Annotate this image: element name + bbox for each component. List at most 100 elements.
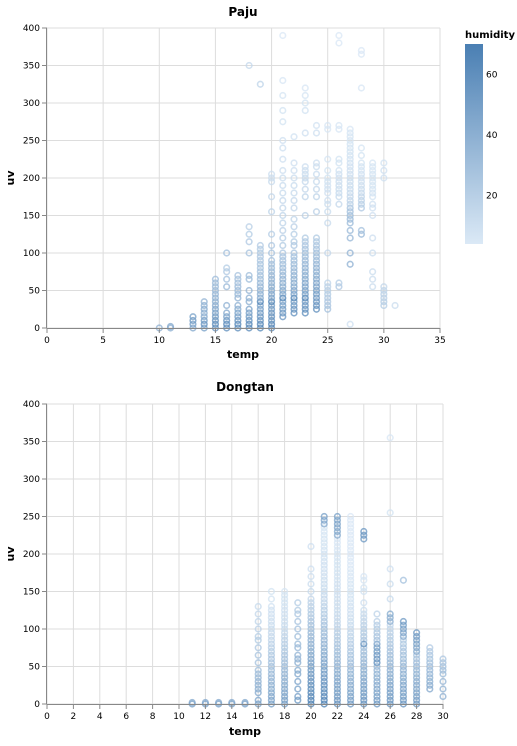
data-point — [320, 621, 328, 629]
data-point — [369, 268, 377, 276]
data-point — [312, 264, 321, 272]
data-point — [357, 170, 366, 178]
data-point — [357, 181, 366, 190]
data-point — [333, 644, 342, 652]
data-point — [324, 174, 332, 182]
data-point — [333, 595, 342, 603]
data-point — [307, 681, 315, 689]
data-point — [281, 599, 289, 607]
data-point — [281, 591, 289, 599]
data-point — [335, 39, 343, 47]
data-point — [333, 580, 342, 588]
data-point — [380, 294, 388, 302]
data-point — [294, 640, 302, 648]
axes: 0 2 4 6 8 10 12 14 16 18 20 22 24 26 28 300501001502002… — [23, 400, 449, 722]
data-point — [281, 602, 289, 611]
data-point — [312, 170, 321, 178]
data-point — [267, 313, 276, 321]
data-point — [307, 685, 315, 693]
data-point — [307, 599, 315, 607]
data-point — [369, 163, 377, 171]
data-point — [324, 219, 332, 227]
data-point — [254, 602, 262, 611]
data-point — [267, 208, 276, 216]
data-point — [256, 256, 264, 265]
data-point — [346, 189, 354, 197]
data-point — [320, 614, 328, 622]
data-point — [279, 286, 287, 295]
data-point — [301, 271, 309, 280]
data-point — [281, 640, 289, 648]
data-point — [380, 290, 388, 298]
data-point — [333, 554, 342, 562]
data-point — [324, 196, 332, 205]
data-point — [360, 670, 368, 678]
data-point — [294, 610, 302, 618]
data-point — [294, 632, 302, 641]
data-point — [347, 512, 355, 521]
data-point — [279, 279, 287, 287]
data-point — [200, 313, 208, 321]
data-point — [413, 659, 421, 667]
y-tick-label: 0 — [34, 700, 40, 710]
data-point — [346, 144, 354, 152]
data-point — [346, 125, 354, 133]
data-point — [301, 238, 309, 246]
data-point — [386, 580, 394, 588]
data-point — [290, 159, 298, 167]
data-point — [346, 200, 354, 208]
data-point — [211, 313, 220, 321]
data-point — [335, 178, 343, 186]
data-point — [254, 666, 262, 674]
data-point — [301, 241, 309, 250]
data-point — [279, 166, 287, 175]
data-point — [333, 614, 342, 622]
data-point — [290, 204, 298, 212]
data-point — [357, 84, 366, 92]
data-point — [324, 189, 332, 197]
data-point — [324, 301, 332, 310]
data-point — [320, 554, 328, 562]
data-point — [245, 249, 253, 257]
data-point — [360, 681, 368, 689]
data-point — [347, 647, 355, 656]
data-point — [346, 166, 354, 175]
data-point — [245, 275, 253, 283]
legend-title: humidity — [465, 30, 515, 41]
data-point — [369, 234, 377, 242]
data-point — [267, 286, 276, 295]
data-point — [320, 576, 328, 584]
data-point — [346, 193, 354, 201]
data-point — [279, 264, 287, 272]
data-point — [357, 159, 366, 167]
data-point — [256, 241, 264, 250]
data-point — [312, 283, 321, 291]
data-point — [386, 655, 394, 663]
data-point — [188, 698, 196, 707]
data-point — [200, 320, 208, 328]
data-point — [386, 625, 394, 633]
data-point — [279, 106, 287, 115]
data-point — [320, 674, 328, 682]
data-point — [335, 193, 343, 201]
data-point — [294, 617, 302, 626]
data-point — [413, 685, 421, 693]
data-point — [346, 204, 354, 212]
legend-tick-label: 60 — [486, 70, 498, 80]
data-point — [312, 294, 321, 302]
data-point — [301, 298, 309, 306]
data-point — [413, 696, 421, 704]
data-point — [346, 163, 354, 171]
data-point — [301, 305, 309, 313]
data-point — [369, 204, 377, 212]
data-point — [357, 193, 366, 201]
data-point — [290, 241, 298, 250]
data-point — [312, 238, 321, 246]
data-point — [307, 644, 315, 652]
data-point — [386, 677, 394, 686]
data-point — [301, 245, 309, 253]
data-point — [320, 632, 328, 641]
data-point — [254, 659, 262, 667]
data-point — [399, 632, 408, 641]
data-point — [290, 238, 298, 246]
